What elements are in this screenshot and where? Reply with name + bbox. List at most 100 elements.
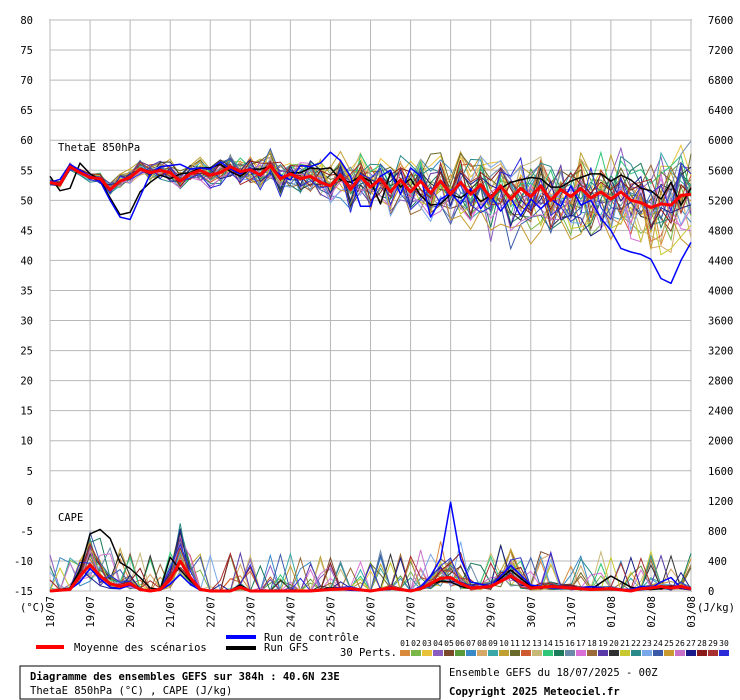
- pert-legend-id: 30: [719, 639, 729, 648]
- pert-legend-id: 19: [598, 639, 608, 648]
- pert-legend-swatch: [565, 650, 575, 656]
- pert-legend-id: 29: [708, 639, 718, 648]
- right-tick-label: 1600: [708, 466, 733, 478]
- pert-legend-swatch: [653, 650, 663, 656]
- pert-legend-id: 04: [433, 639, 443, 648]
- pert-legend-swatch: [664, 650, 674, 656]
- right-tick-label: 7200: [708, 45, 733, 57]
- right-tick-label: 2400: [708, 406, 733, 418]
- x-tick-label: 24/07: [285, 596, 297, 628]
- pert-legend-id: 11: [510, 639, 520, 648]
- right-tick-label: 6400: [708, 105, 733, 117]
- pert-legend-swatch: [554, 650, 564, 656]
- pert-legend-swatch: [620, 650, 630, 656]
- chart-title: Diagramme des ensembles GEFS sur 384h : …: [30, 671, 340, 683]
- left-tick-label: -15: [14, 586, 33, 598]
- pert-legend-id: 03: [422, 639, 432, 648]
- left-tick-label: 5: [27, 466, 33, 478]
- mean-thetae-line: [49, 164, 692, 209]
- legend-gfs-label: Run GFS: [264, 642, 308, 654]
- x-tick-label: 29/07: [486, 596, 498, 628]
- right-tick-label: 4800: [708, 225, 733, 237]
- pert-legend-swatch: [444, 650, 454, 656]
- left-tick-label: -5: [20, 526, 33, 538]
- pert-legend-id: 22: [631, 639, 641, 648]
- right-axis-unit: (J/kg): [697, 602, 735, 614]
- x-tick-label: 03/08: [686, 596, 698, 628]
- pert-legend-swatch: [521, 650, 531, 656]
- left-tick-label: 0: [27, 496, 33, 508]
- pert-legend-id: 24: [653, 639, 663, 648]
- mean-cape-line: [49, 559, 692, 593]
- x-tick-label: 20/07: [125, 596, 137, 628]
- pert-thetae-line-30: [49, 156, 692, 223]
- pert-legend-id: 02: [411, 639, 421, 648]
- pert-legend-swatch: [499, 650, 509, 656]
- pert-legend-swatch: [433, 650, 443, 656]
- right-tick-label: 3600: [708, 316, 733, 328]
- right-tick-label: 4000: [708, 285, 733, 297]
- x-tick-label: 30/07: [526, 596, 538, 628]
- left-tick-label: 55: [20, 165, 33, 177]
- x-tick-label: 02/08: [646, 596, 658, 628]
- left-axis-unit: (°C): [20, 602, 45, 614]
- left-tick-label: 60: [20, 135, 33, 147]
- left-tick-label: -10: [14, 556, 33, 568]
- cape-panel-label: CAPE: [58, 512, 83, 524]
- pert-legend-swatch: [576, 650, 586, 656]
- pert-legend-id: 27: [686, 639, 696, 648]
- x-tick-label: 18/07: [45, 596, 57, 628]
- x-tick-label: 01/08: [606, 596, 618, 628]
- right-tick-label: 6800: [708, 75, 733, 87]
- chart-subtitle: ThetaE 850hPa (°C) , CAPE (J/kg): [30, 685, 232, 697]
- right-tick-label: 400: [708, 556, 727, 568]
- right-tick-label: 800: [708, 526, 727, 538]
- x-tick-label: 31/07: [566, 596, 578, 628]
- pert-thetae-line-26: [49, 161, 692, 232]
- left-tick-label: 25: [20, 346, 33, 358]
- left-tick-label: 20: [20, 376, 33, 388]
- pert-legend-id: 17: [576, 639, 586, 648]
- left-tick-label: 80: [20, 15, 33, 27]
- left-tick-label: 75: [20, 45, 33, 57]
- pert-legend-swatch: [411, 650, 421, 656]
- legend-mean-label: Moyenne des scénarios: [74, 642, 207, 654]
- pert-legend-id: 15: [554, 639, 564, 648]
- pert-thetae-line-28: [49, 159, 692, 229]
- pert-legend-swatch: [422, 650, 432, 656]
- pert-legend-swatch: [455, 650, 465, 656]
- pert-legend-swatch: [609, 650, 619, 656]
- pert-thetae-line-23: [49, 155, 692, 233]
- pert-legend-swatch: [488, 650, 498, 656]
- x-axis-ticks: 18/07 19/07 20/07 21/07 22/07 23/07 24/07 25/07…: [45, 596, 698, 628]
- pert-legend-id: 07: [466, 639, 476, 648]
- pert-legend-id: 23: [642, 639, 652, 648]
- pert-legend-swatch: [400, 650, 410, 656]
- pert-legend-swatch: [719, 650, 729, 656]
- perturbation-legend: 01 02 03 04 05 06 07 08 09 10 11 12 13 14 15 16 17 18 19 20…: [400, 639, 729, 656]
- pert-legend-id: 20: [609, 639, 619, 648]
- pert-legend-swatch: [543, 650, 553, 656]
- pert-legend-swatch: [708, 650, 718, 656]
- x-tick-label: 19/07: [85, 596, 97, 628]
- right-tick-label: 0: [708, 586, 714, 598]
- pert-legend-id: 10: [499, 639, 509, 648]
- right-tick-label: 2800: [708, 376, 733, 388]
- title-box: [19, 665, 441, 700]
- pert-legend-id: 18: [587, 639, 597, 648]
- left-tick-label: 40: [20, 255, 33, 267]
- pert-legend-swatch: [697, 650, 707, 656]
- run-info: Ensemble GEFS du 18/07/2025 - 00Z: [449, 667, 658, 679]
- pert-legend-swatch: [642, 650, 652, 656]
- pert-legend-id: 28: [697, 639, 707, 648]
- left-tick-label: 45: [20, 225, 33, 237]
- pert-legend-id: 05: [444, 639, 454, 648]
- pert-legend-id: 14: [543, 639, 553, 648]
- pert-legend-swatch: [587, 650, 597, 656]
- right-tick-label: 3200: [708, 346, 733, 358]
- pert-legend-id: 16: [565, 639, 575, 648]
- pert-legend-id: 06: [455, 639, 465, 648]
- left-tick-label: 50: [20, 195, 33, 207]
- pert-legend-swatch: [598, 650, 608, 656]
